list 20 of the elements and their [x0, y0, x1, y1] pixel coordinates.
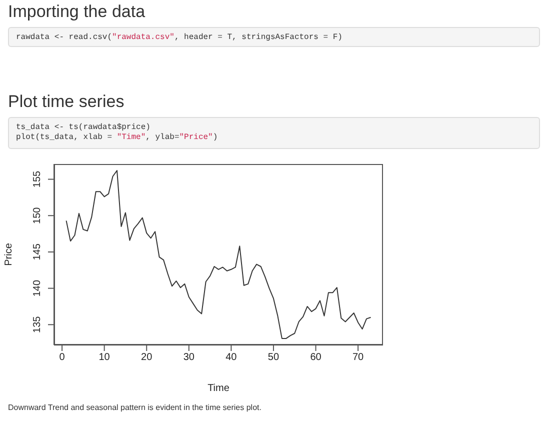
text: Importing the data	[8, 2, 146, 22]
x-tick-label: 10	[98, 352, 110, 364]
text: rawdata <- read.csv("rawdata.csv", header = T, stringsAsFactors = F)	[16, 33, 342, 42]
y-tick-label: 150	[32, 206, 43, 224]
text: Plot time series	[8, 92, 124, 112]
y-tick-label: 135	[32, 316, 43, 333]
x-tick-label: 60	[310, 352, 322, 364]
y-tick-label: 145	[32, 243, 43, 260]
x-tick-label: 30	[183, 352, 195, 364]
x-tick-label: 70	[352, 352, 364, 364]
x-axis-title: Time	[208, 383, 230, 394]
x-tick-label: 0	[59, 352, 66, 364]
text: Downward Trend and seasonal pattern is evident in the time series plot.	[8, 403, 262, 412]
x-tick-label: 50	[268, 352, 280, 364]
x-tick-label: 20	[141, 352, 153, 364]
y-axis-title: Price	[4, 242, 15, 266]
x-tick-label: 40	[226, 352, 238, 364]
y-tick-label: 155	[32, 170, 43, 188]
y-tick-label: 140	[32, 280, 43, 297]
text: ts_data <- ts(rawdata$price) plot(ts_data, xlab = "Time", ylab="Price")	[16, 123, 218, 142]
